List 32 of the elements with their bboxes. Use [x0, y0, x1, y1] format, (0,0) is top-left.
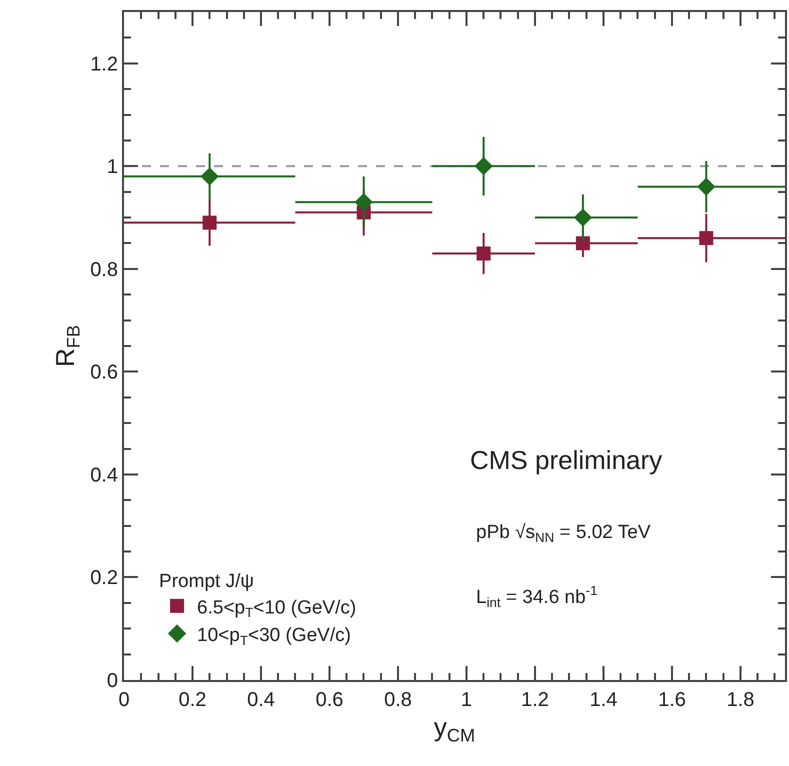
point [576, 236, 590, 250]
x-tick-label: 1.8 [726, 689, 754, 711]
point [476, 246, 491, 261]
point [200, 167, 219, 186]
y-tick-label: 0 [106, 670, 118, 692]
point [354, 193, 373, 212]
x-tick-label: 0.4 [247, 689, 275, 711]
x-tick-label: 1 [460, 689, 472, 711]
annotation: L$_{int}$ = 34.6 nb$^{-1}$ [476, 583, 598, 610]
point [574, 208, 592, 227]
x-tick-label: 1.4 [590, 689, 618, 711]
y-tick-label: 0.6 [90, 362, 118, 384]
point [699, 231, 714, 246]
y-tick-label: 1.2 [90, 53, 118, 76]
y-tick-label: 0.4 [90, 464, 118, 486]
point [697, 178, 716, 196]
annotation: CMS preliminary [470, 445, 662, 475]
x-tick-label: 0.6 [316, 689, 344, 711]
x-tick-label: 0.2 [178, 689, 206, 711]
x-tick-label: 1.6 [658, 689, 686, 711]
x-tick-label: 0.8 [384, 689, 412, 711]
annotation: pPb √s$_{NN}$ = 5.02 TeV [476, 522, 651, 545]
point [474, 157, 493, 176]
y-tick-label: 0.8 [90, 258, 118, 281]
x-tick-label: 1.2 [521, 689, 549, 711]
x-axis-title: y$_{CM}$ [434, 712, 476, 746]
point [202, 216, 217, 230]
legend-label: 10<p$_{T}$<30 (GeV/c) [197, 624, 351, 648]
legend-label: 6.5<p$_{T}$<10 (GeV/c) [197, 597, 356, 620]
y-tick-label: 0.2 [90, 567, 118, 590]
y-tick-label: 1 [106, 156, 118, 178]
legend-title: Prompt J/ψ [159, 570, 254, 592]
